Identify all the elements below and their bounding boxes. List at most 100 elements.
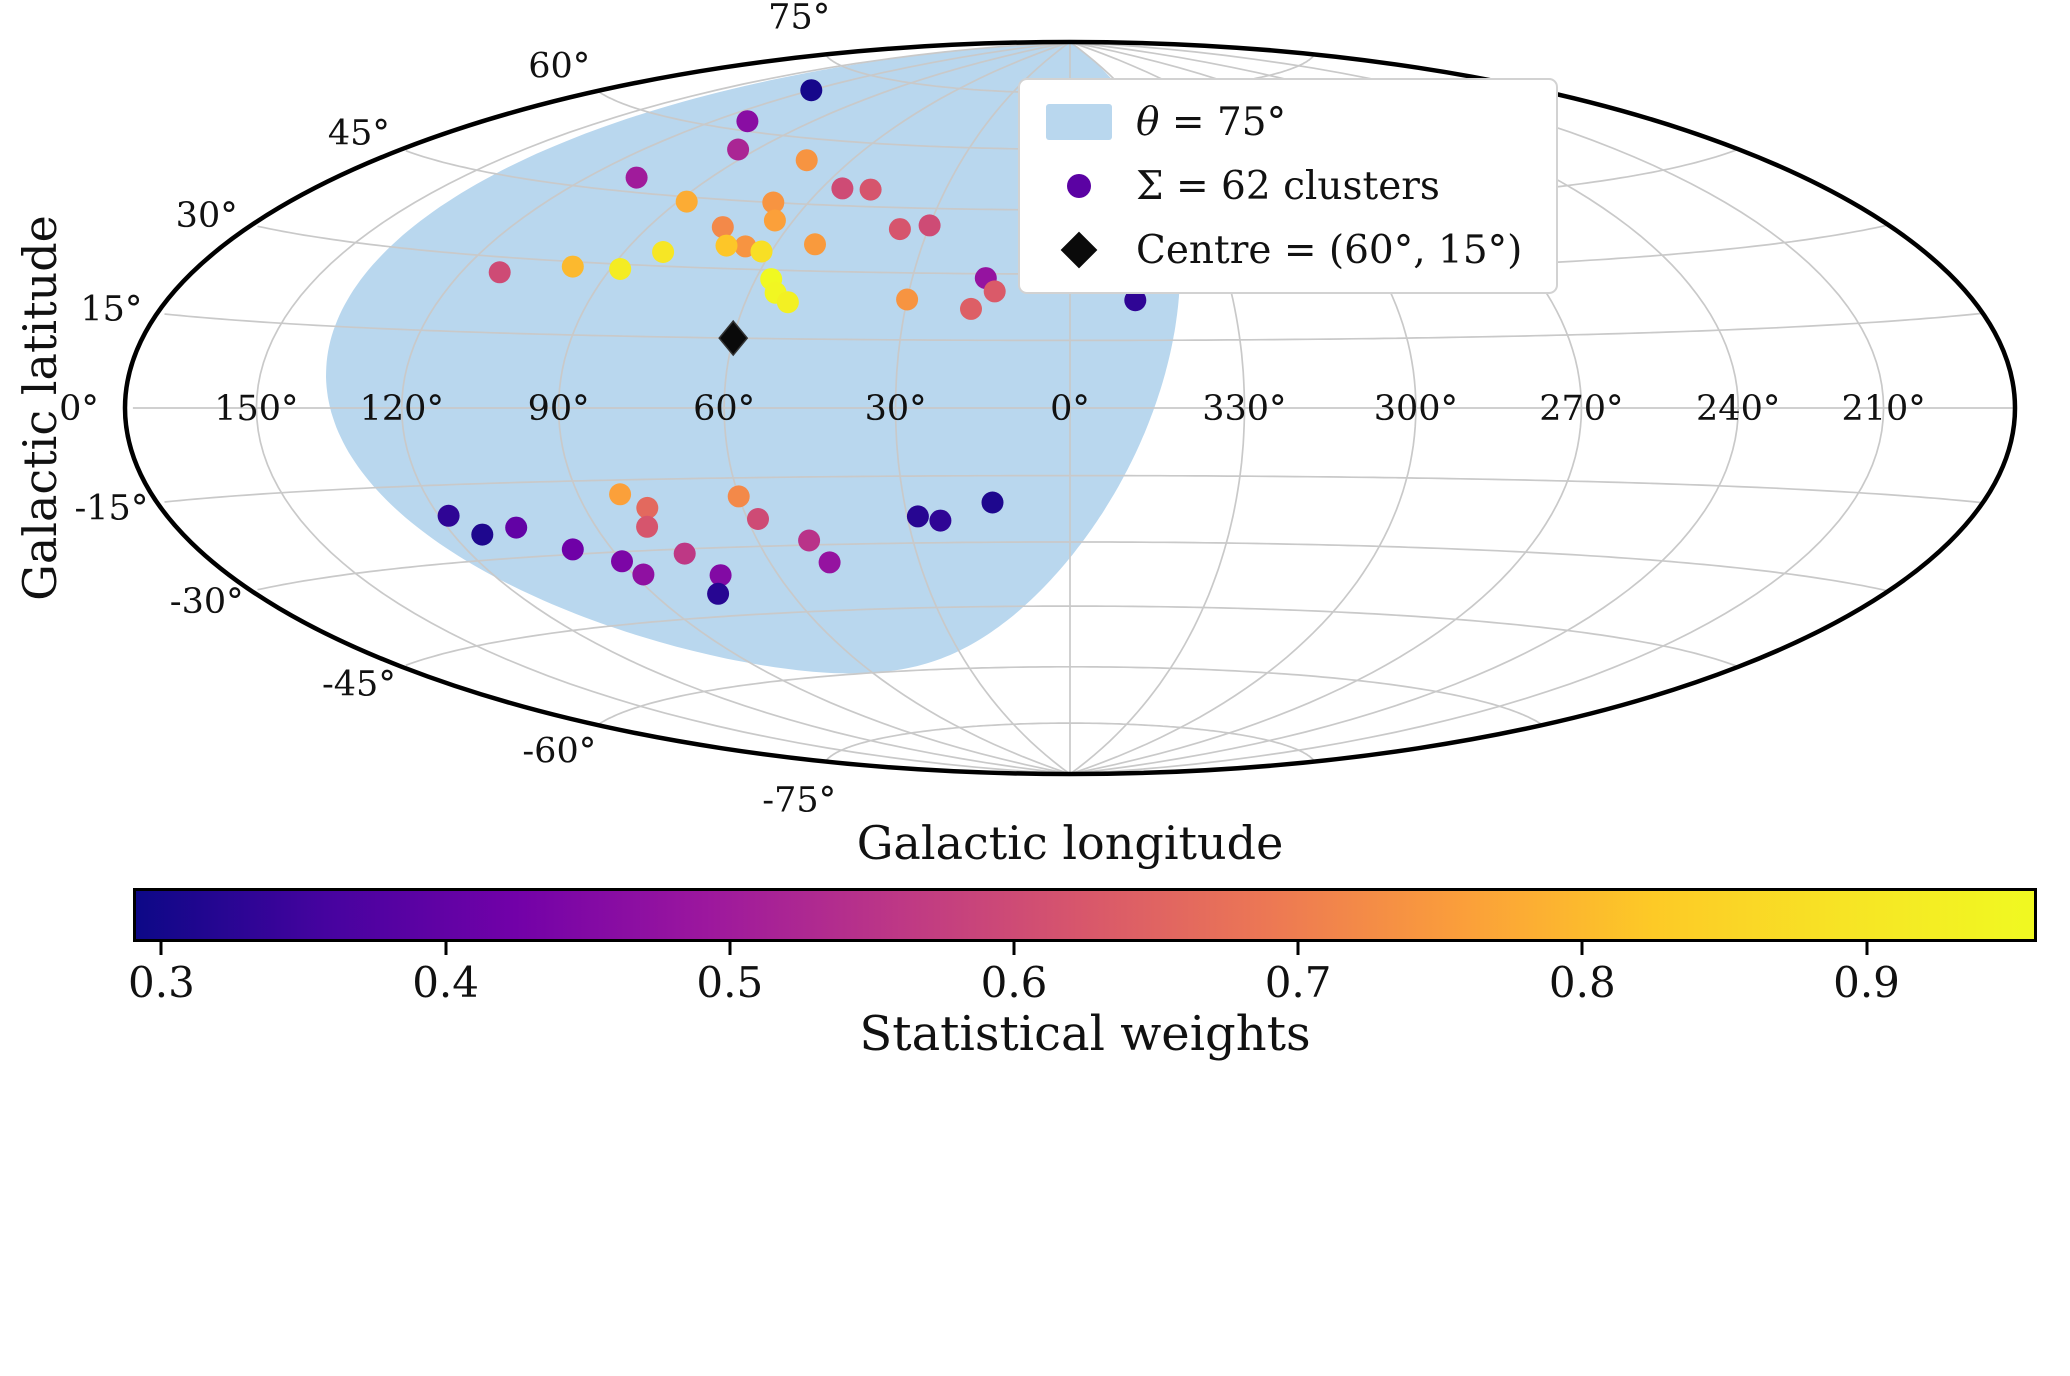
cluster-point	[632, 563, 655, 586]
longitude-tick-label: 120°	[360, 389, 444, 429]
cluster-point	[471, 523, 494, 546]
centre-diamond-swatch	[1060, 231, 1098, 269]
latitude-tick-label: 0°	[59, 389, 99, 429]
cluster-point	[709, 564, 732, 587]
longitude-tick-label: 240°	[1696, 389, 1780, 429]
colorbar-tick-label: 0.6	[980, 958, 1048, 1007]
colorbar-tick-label: 0.7	[1264, 958, 1332, 1007]
longitude-tick-label: 210°	[1841, 389, 1925, 429]
colorbar-tick-label: 0.4	[412, 958, 479, 1007]
cluster-point	[804, 233, 826, 256]
latitude-tick-label: 15°	[80, 290, 142, 330]
legend-clusters-label: Σ = 62 clusters	[1136, 163, 1440, 209]
cluster-point	[762, 191, 785, 214]
cluster-point	[561, 538, 584, 561]
cluster-point	[818, 551, 841, 574]
cluster-swatch-cell	[1040, 174, 1118, 198]
colorbar-label: Statistical weights	[859, 1006, 1311, 1062]
legend-region-value: = 75°	[1159, 99, 1287, 145]
cluster-point	[747, 508, 769, 530]
cluster-point	[652, 241, 675, 263]
cluster-point	[896, 288, 919, 311]
legend-item-centre: Centre = (60°, 15°)	[1040, 224, 1522, 276]
region-swatch	[1046, 104, 1112, 140]
cluster-point	[611, 550, 633, 573]
latitude-tick-label: -75°	[762, 780, 836, 820]
cluster-point	[673, 542, 696, 565]
colorbar-tick-mark	[159, 942, 163, 955]
centre-swatch-cell	[1040, 231, 1118, 269]
cluster-point	[918, 214, 941, 237]
parallel-line	[405, 605, 1739, 668]
cluster-point	[715, 234, 738, 257]
cluster-point	[776, 291, 799, 314]
latitude-tick-label: 75°	[768, 0, 830, 38]
cluster-point	[675, 190, 698, 213]
cluster-point	[636, 515, 659, 538]
colorbar-tick-label: 0.5	[696, 958, 764, 1007]
cluster-point	[505, 516, 528, 539]
legend-region-label: θ = 75°	[1136, 100, 1286, 145]
cluster-point	[929, 509, 952, 532]
latitude-tick-label: 60°	[528, 46, 590, 86]
parallel-line	[599, 665, 1543, 726]
cluster-point	[727, 138, 750, 161]
legend-item-region: θ = 75°	[1040, 96, 1522, 148]
colorbar-tick-mark	[1296, 942, 1300, 955]
cluster-point	[561, 255, 584, 278]
legend-centre-label: Centre = (60°, 15°)	[1136, 227, 1523, 273]
legend: θ = 75° Σ = 62 clusters Centre = (60°, 1…	[1018, 78, 1559, 294]
longitude-tick-label: 150°	[214, 389, 298, 429]
cluster-point	[795, 149, 818, 172]
colorbar-tick-mark	[1580, 942, 1584, 955]
longitude-tick-label: 60°	[693, 389, 755, 429]
cluster-point	[750, 240, 773, 263]
theta-symbol: θ	[1136, 99, 1160, 145]
latitude-tick-label: -30°	[170, 582, 244, 622]
colorbar-tick-mark	[1012, 942, 1016, 955]
parallel-line	[825, 722, 1316, 763]
longitude-tick-label: 30°	[865, 389, 927, 429]
cluster-point	[981, 491, 1004, 514]
map-outline	[122, 39, 2018, 777]
cluster-point	[800, 79, 823, 102]
longitude-tick-label: 0°	[1050, 389, 1090, 429]
cluster-dot-swatch	[1067, 174, 1091, 198]
longitude-tick-label: 330°	[1202, 389, 1286, 429]
cluster-point	[727, 485, 750, 508]
colorbar-tick-label: 0.9	[1833, 958, 1900, 1007]
colorbar-gradient	[133, 888, 2037, 942]
cluster-point	[859, 178, 882, 201]
theta-cap-region	[326, 42, 1181, 674]
colorbar-tick-label: 0.3	[127, 958, 195, 1007]
latitude-tick-label: 30°	[176, 196, 238, 236]
cluster-point	[736, 110, 759, 133]
cluster-point	[437, 504, 460, 527]
cluster-point	[711, 216, 734, 239]
parallel-line	[164, 474, 1983, 504]
cluster-point	[609, 258, 632, 280]
cluster-point	[983, 280, 1006, 303]
cluster-point	[609, 483, 632, 506]
parallel-line	[164, 312, 1983, 342]
cluster-point	[831, 177, 854, 200]
latitude-tick-label: -15°	[74, 489, 148, 529]
parallel-line	[257, 541, 1889, 592]
legend-item-clusters: Σ = 62 clusters	[1040, 160, 1522, 212]
centre-marker	[718, 319, 749, 357]
longitude-tick-label: 90°	[528, 389, 590, 429]
colorbar-tick-label: 0.8	[1548, 958, 1616, 1007]
latitude-tick-label: 45°	[328, 114, 390, 154]
cluster-point	[488, 261, 511, 284]
cluster-point	[906, 505, 929, 528]
cluster-point	[960, 297, 982, 320]
cluster-point	[625, 166, 648, 189]
colorbar-tick-mark	[444, 942, 448, 955]
colorbar-tick-mark	[1865, 942, 1868, 955]
x-axis-label: Galactic longitude	[856, 816, 1284, 870]
longitude-tick-label: 300°	[1374, 389, 1458, 429]
latitude-tick-label: -60°	[522, 732, 596, 772]
cluster-point	[707, 582, 730, 605]
cluster-point	[798, 529, 821, 552]
